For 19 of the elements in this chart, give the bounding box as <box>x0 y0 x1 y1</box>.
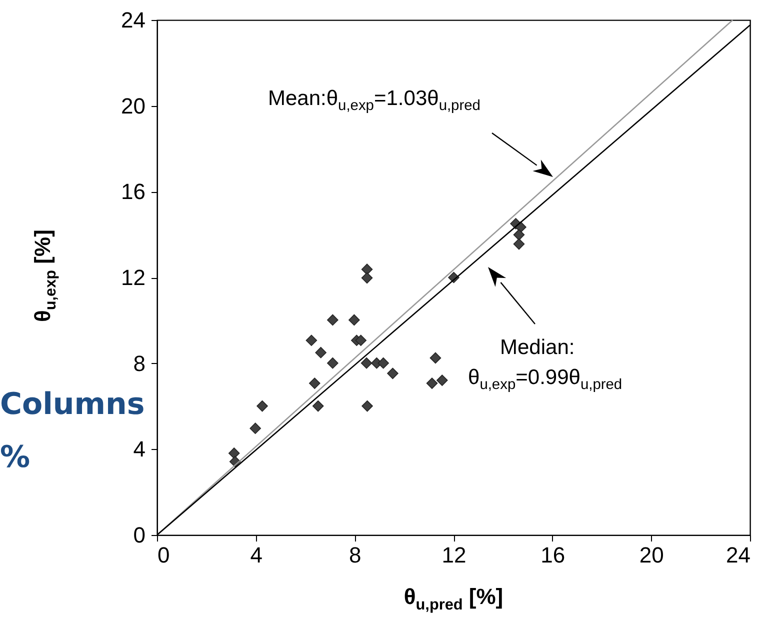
x-tick-label: 0 <box>158 542 170 568</box>
x-tick-label: 4 <box>250 542 262 568</box>
x-tick-label: 8 <box>349 542 362 568</box>
x-tick-label: 12 <box>442 542 466 568</box>
y-tick-label: 24 <box>121 8 146 32</box>
y-tick-label: 8 <box>133 350 146 376</box>
x-tick-label: 24 <box>726 542 750 568</box>
x-tick-label: 16 <box>540 542 566 568</box>
y-tick-label: 16 <box>121 179 146 204</box>
y-tick-label: 12 <box>121 265 146 290</box>
x-axis-title: θ$_{u,pred}$ [%] <box>402 583 504 615</box>
text: % <box>0 440 30 475</box>
annotation: Mean:θ$_{u,exp}$=1.03θ$_{u,pred}$ <box>268 86 480 116</box>
y-tick-label: 20 <box>121 93 146 118</box>
x-tick-label: 20 <box>639 542 664 568</box>
y-tick-label: 0 <box>133 522 146 548</box>
annotation: Median: θ$_{u,exp}$=0.99θ$_{u,pred}$ <box>468 335 622 396</box>
y-tick-label: 4 <box>133 436 146 462</box>
text: Columns <box>0 387 145 422</box>
